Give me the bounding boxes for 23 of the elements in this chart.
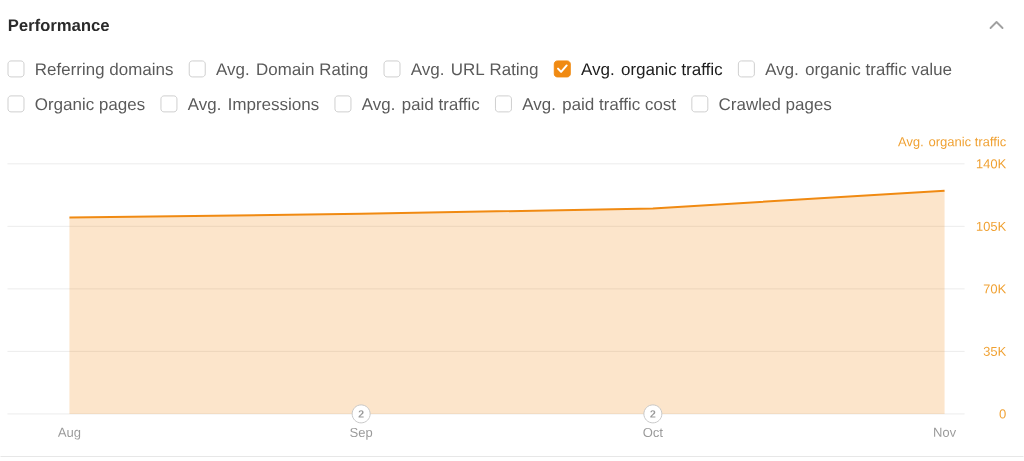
text: Organic pages — [35, 97, 145, 114]
text: Avg. Impressions — [187, 97, 319, 114]
text: Avg. Domain Rating — [216, 62, 368, 79]
text: Avg. URL Rating — [410, 62, 538, 79]
chart-title: Performance — [8, 19, 109, 32]
y-tick-label: 140K — [976, 159, 1007, 169]
legend-label: Avg. organic traffic — [581, 62, 723, 79]
text: Crawled pages — [719, 97, 832, 114]
y-tick-label: 35K — [983, 347, 1007, 357]
x-tick-label: Sep — [350, 428, 373, 440]
text: Referring domains — [36, 62, 173, 79]
text: Avg. paid traffic — [361, 97, 480, 114]
annotation: 2 — [358, 410, 364, 418]
y-axis-title: Avg. organic traffic — [897, 137, 1006, 150]
y-tick-label: 0 — [999, 409, 1006, 419]
annotation: 2 — [650, 410, 656, 418]
y-tick-label: 105K — [976, 221, 1007, 232]
x-tick-label: Aug — [57, 428, 81, 440]
x-tick-label: Oct — [643, 428, 663, 438]
x-tick-label: Nov — [934, 428, 957, 438]
y-tick-label: 70K — [983, 284, 1007, 294]
text: Avg. paid traffic cost — [522, 97, 676, 114]
text: Avg. organic traffic value — [765, 62, 952, 79]
